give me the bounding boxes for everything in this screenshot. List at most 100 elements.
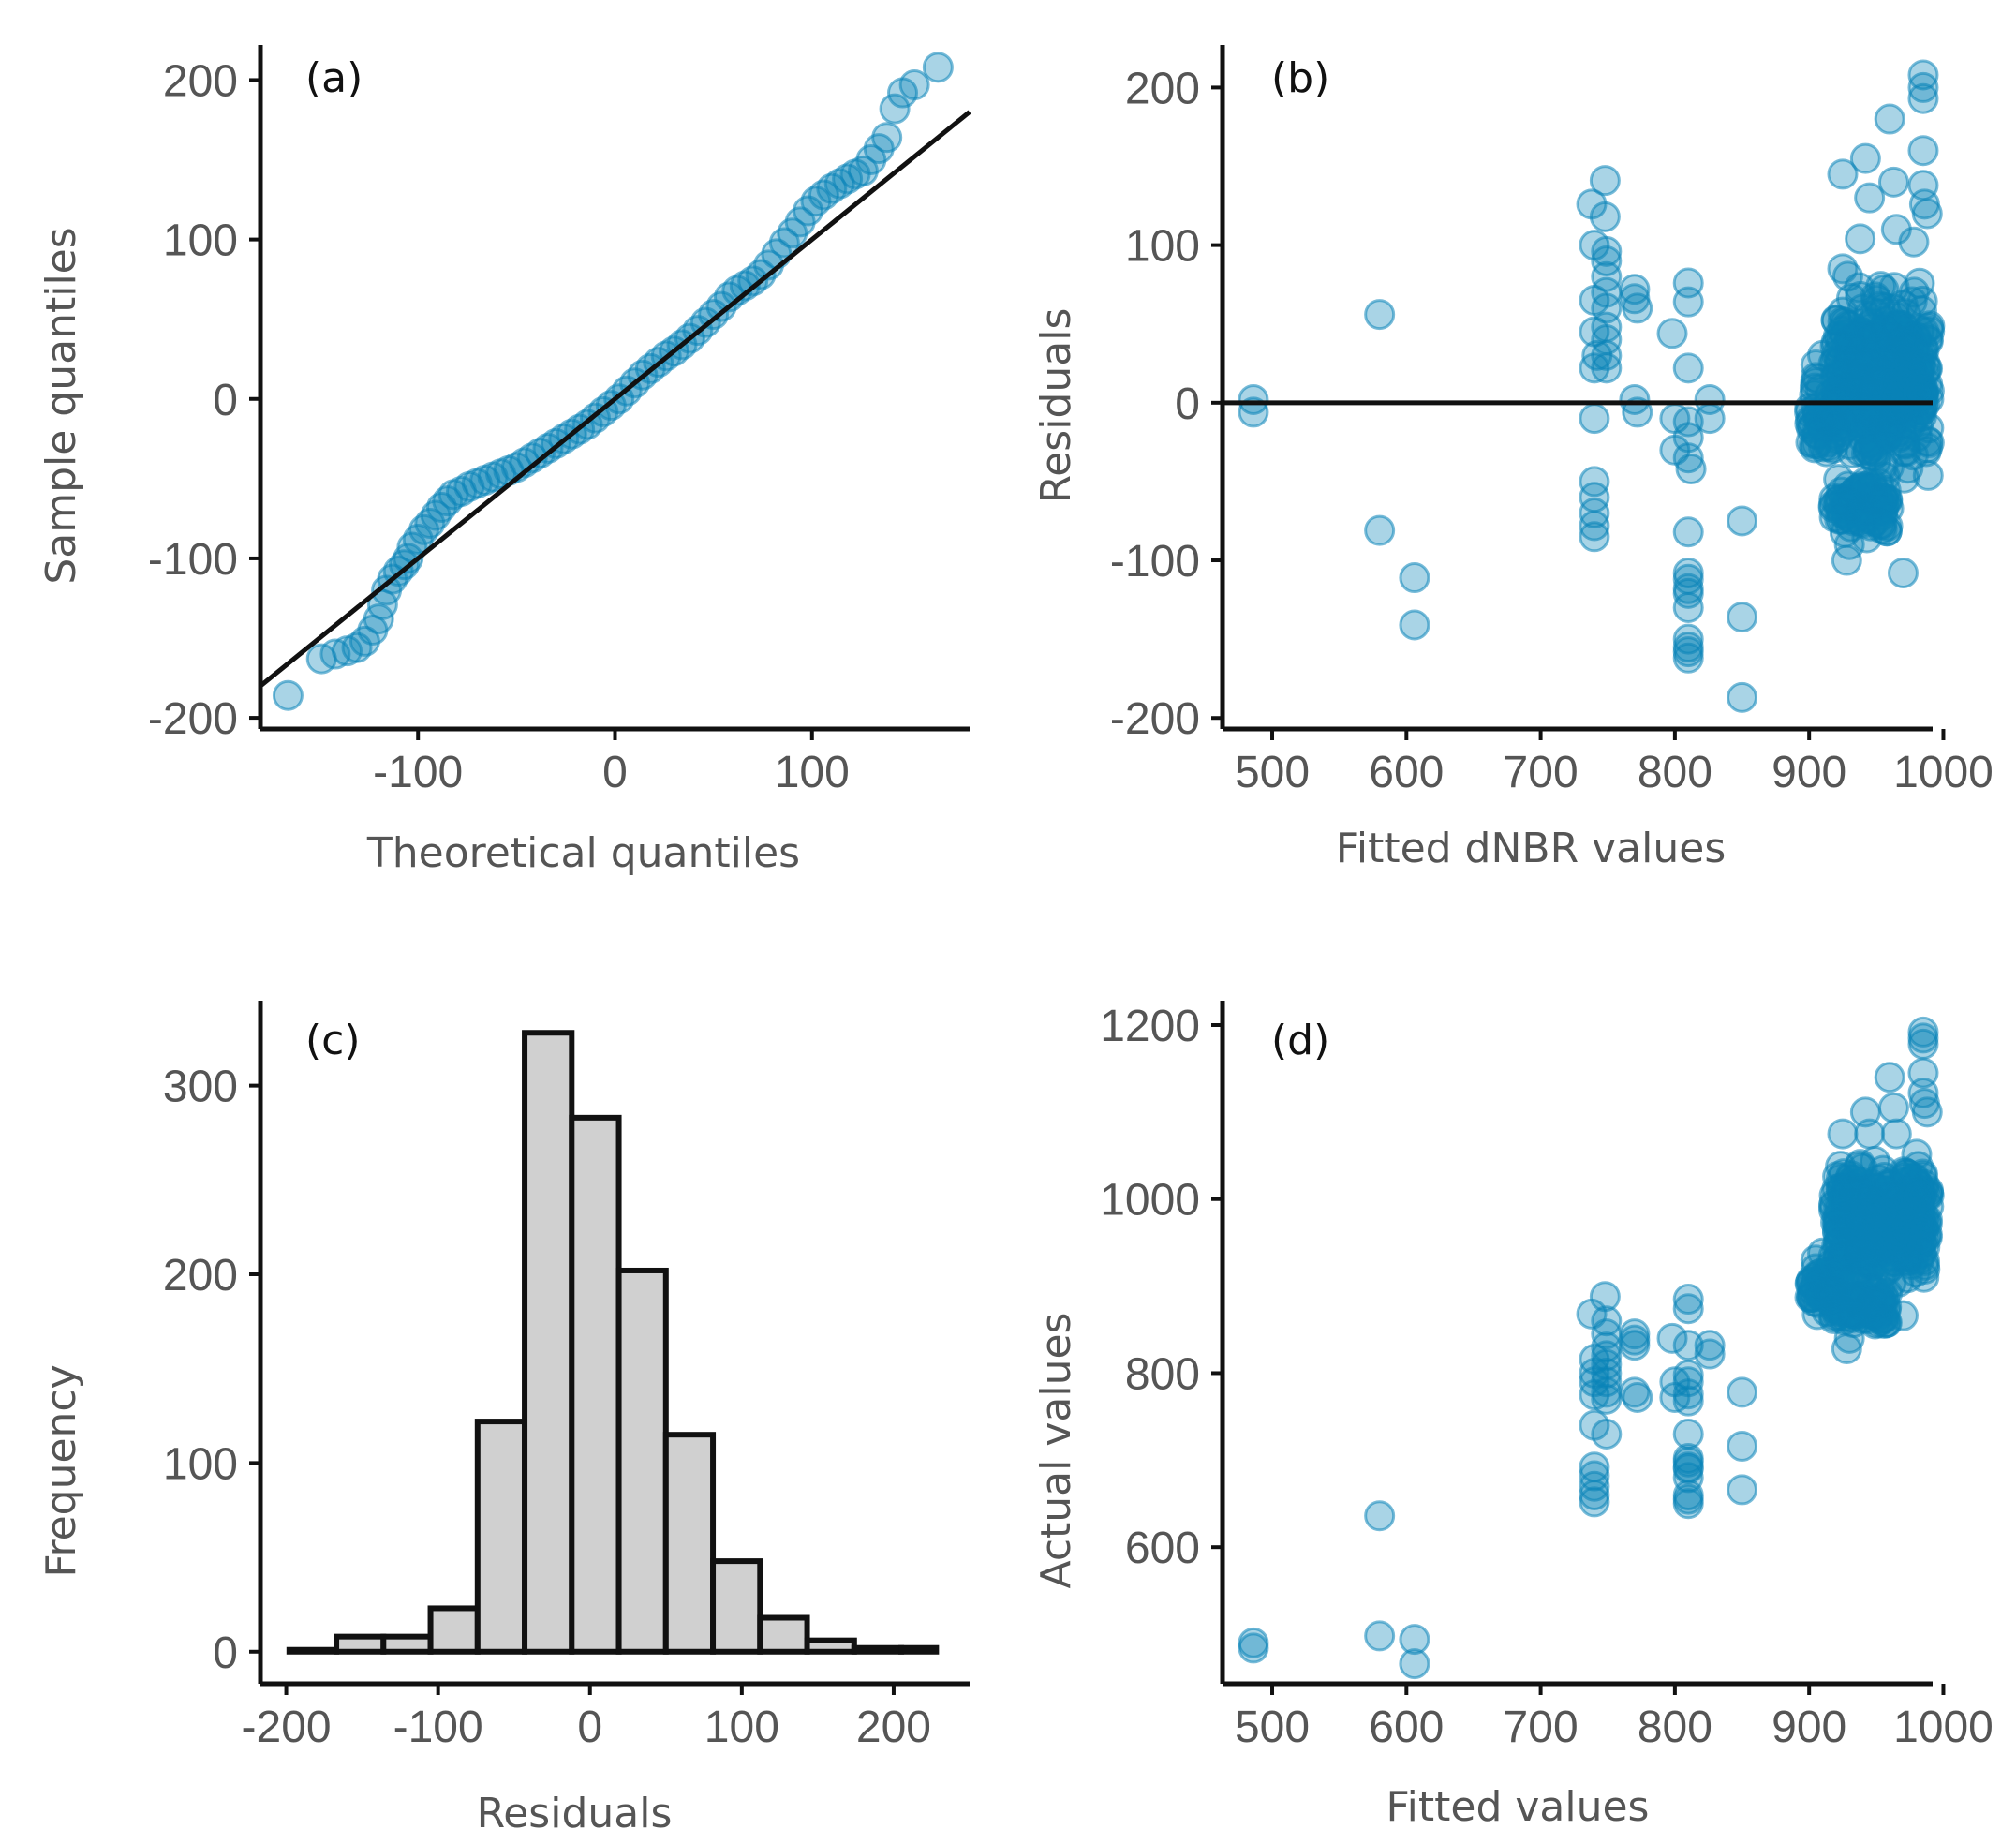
panel-d: 500 600 700 800 900 1000 600 800 1000 1200 (d) Fi… xyxy=(1032,1001,1994,1831)
scatter-point xyxy=(1399,1624,1430,1656)
scatter-point xyxy=(1907,71,1939,103)
scatter-point xyxy=(1672,1488,1704,1520)
scatter-point xyxy=(1849,142,1881,174)
scatter-point xyxy=(871,122,903,154)
scatter-point xyxy=(1859,435,1890,467)
scatter-point xyxy=(1591,1366,1623,1398)
scatter-point xyxy=(1694,1330,1726,1361)
y-tick-label: 200 xyxy=(1125,64,1200,113)
scatter-point xyxy=(1911,198,1943,230)
scatter-point xyxy=(1672,442,1704,474)
y-tick-label: 100 xyxy=(1125,222,1200,272)
scatter-point xyxy=(1399,609,1430,641)
x-tick-label: 600 xyxy=(1369,1703,1444,1752)
y-tick-label: 0 xyxy=(213,376,238,425)
histogram-bar xyxy=(615,1267,669,1655)
scatter-point xyxy=(1579,498,1610,529)
scatter-point xyxy=(1854,1118,1886,1150)
panel-b-xlabel: Fitted dNBR values xyxy=(1336,825,1727,872)
scatter-point xyxy=(1845,223,1876,255)
panel-d-label: (d) xyxy=(1271,1017,1329,1064)
scatter-point xyxy=(1364,514,1396,546)
scatter-point xyxy=(1911,1096,1943,1128)
x-tick-label: 500 xyxy=(1235,748,1310,797)
scatter-point xyxy=(1672,1453,1704,1485)
x-tick-label: -100 xyxy=(393,1703,483,1752)
scatter-point xyxy=(1579,403,1610,435)
panel-a-xlabel: Theoretical quantiles xyxy=(366,829,800,877)
scatter-point xyxy=(1727,505,1758,537)
x-tick-label: 0 xyxy=(602,748,628,797)
histogram-bar xyxy=(662,1432,717,1655)
histogram-bar xyxy=(286,1646,340,1655)
scatter-point xyxy=(1827,1174,1859,1206)
scatter-point xyxy=(1589,201,1621,232)
scatter-point xyxy=(1827,158,1859,190)
x-tick-label: 800 xyxy=(1638,1703,1712,1752)
scatter-point xyxy=(1589,165,1621,197)
panel-c-label: (c) xyxy=(305,1017,361,1064)
scatter-point xyxy=(1591,260,1623,292)
scatter-point xyxy=(1591,1418,1623,1450)
scatter-point xyxy=(1907,135,1939,167)
x-tick-label: -200 xyxy=(242,1703,332,1752)
y-tick-label: -200 xyxy=(1110,694,1200,744)
scatter-point xyxy=(1852,301,1884,333)
scatter-point xyxy=(1847,424,1879,455)
panel-d-points xyxy=(1238,1016,1945,1680)
scatter-point xyxy=(1672,516,1704,548)
panel-b-ylabel: Residuals xyxy=(1032,308,1080,504)
panel-b-points xyxy=(1223,59,1946,713)
scatter-point xyxy=(1727,1376,1758,1408)
scatter-point xyxy=(922,52,954,83)
scatter-point xyxy=(1877,1092,1909,1123)
histogram-bar xyxy=(710,1558,763,1655)
scatter-point xyxy=(1814,1284,1846,1316)
y-tick-label: 0 xyxy=(1175,379,1200,429)
panel-a-label: (a) xyxy=(305,54,363,102)
scatter-point xyxy=(1238,383,1269,415)
scatter-point xyxy=(1591,352,1623,384)
x-tick-label: 100 xyxy=(775,748,850,797)
scatter-point xyxy=(1364,1500,1396,1532)
scatter-point xyxy=(1809,399,1841,431)
scatter-point xyxy=(1880,1118,1912,1150)
y-tick-label: 100 xyxy=(163,1439,238,1489)
scatter-point xyxy=(1868,320,1900,352)
scatter-point xyxy=(1727,1474,1758,1506)
scatter-point xyxy=(1904,267,1935,299)
histogram-bar xyxy=(380,1633,434,1655)
scatter-point xyxy=(1878,272,1910,304)
scatter-point xyxy=(1727,602,1758,633)
histogram-bar xyxy=(427,1605,481,1655)
scatter-point xyxy=(1833,528,1865,560)
scatter-point xyxy=(1874,103,1905,135)
x-tick-label: 100 xyxy=(704,1703,779,1752)
scatter-point xyxy=(1672,1462,1704,1494)
scatter-point xyxy=(1579,1486,1610,1518)
scatter-point xyxy=(1907,59,1939,91)
panel-d-ylabel: Actual values xyxy=(1032,1313,1080,1589)
scatter-point xyxy=(1845,1230,1876,1262)
scatter-point xyxy=(1818,1180,1850,1212)
scatter-point xyxy=(1238,396,1269,428)
scatter-point xyxy=(1863,495,1895,527)
scatter-point xyxy=(1807,1237,1839,1269)
y-tick-label: 100 xyxy=(163,216,238,266)
scatter-point xyxy=(1861,1222,1893,1254)
scatter-point xyxy=(1656,318,1688,349)
histogram-bar xyxy=(569,1114,622,1655)
scatter-point xyxy=(1870,1294,1902,1326)
scatter-point xyxy=(1903,358,1934,390)
panel-a-points xyxy=(259,52,971,711)
histogram-bar xyxy=(851,1644,905,1655)
x-tick-label: 700 xyxy=(1504,748,1579,797)
scatter-point xyxy=(1867,1257,1899,1289)
scatter-point xyxy=(1854,182,1886,214)
panel-a: -100 0 100 -200 -100 0 100 200 (a) Theoretical … xyxy=(37,45,971,877)
y-tick-label: 800 xyxy=(1125,1349,1200,1399)
scatter-point xyxy=(1672,1284,1704,1316)
scatter-point xyxy=(1672,591,1704,623)
scatter-point xyxy=(1814,426,1846,458)
